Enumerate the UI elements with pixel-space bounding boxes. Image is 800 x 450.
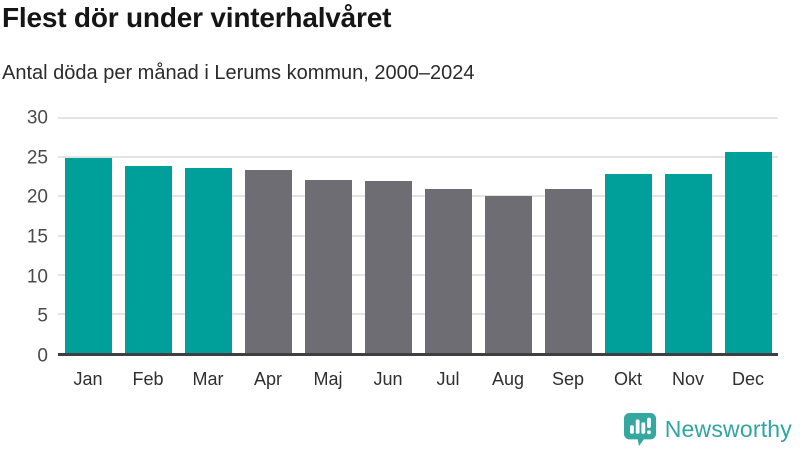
gridline-10: [58, 273, 778, 276]
bar-slot-aug: [478, 118, 538, 353]
bar-sep: [544, 189, 592, 353]
newsworthy-logo: Newsworthy: [623, 412, 792, 446]
x-axis-label-okt: Okt: [613, 369, 642, 389]
gridline-5: [58, 312, 778, 315]
bar-dec: [724, 151, 772, 353]
y-tick-label-20: 20: [26, 186, 48, 208]
x-axis-label-sep: Sep: [551, 369, 585, 389]
bar-apr: [244, 170, 292, 353]
bar-slot-nov: [658, 118, 718, 353]
bar-slot-dec: [718, 118, 778, 353]
gridline-25: [58, 156, 778, 159]
bar-series: [58, 118, 778, 353]
y-tick-label-25: 25: [26, 147, 48, 169]
x-axis-label-nov: Nov: [671, 369, 704, 389]
bar-slot-jun: [358, 118, 418, 353]
bar-slot-sep: [538, 118, 598, 353]
bar-aug: [484, 195, 532, 353]
bar-okt: [604, 173, 652, 353]
newsworthy-logo-text: Newsworthy: [664, 415, 792, 442]
bar-slot-mar: [178, 118, 238, 353]
x-axis-label-dec: Dec: [731, 369, 764, 389]
x-axis-label-apr: Apr: [253, 369, 282, 389]
y-tick-label-5: 5: [37, 305, 48, 327]
x-axis-label-jun: Jun: [373, 369, 403, 389]
gridline-20: [58, 195, 778, 198]
newsworthy-bubble-chart-icon: [623, 412, 656, 446]
bar-feb: [124, 165, 172, 353]
gridline-30: [58, 117, 778, 119]
bar-slot-maj: [298, 118, 358, 353]
x-axis-label-mar: Mar: [192, 369, 224, 389]
bar-jun: [364, 181, 412, 353]
bar-slot-jul: [418, 118, 478, 353]
plot-area: [58, 117, 778, 356]
bar-jul: [424, 188, 472, 353]
chart-subtitle: Antal döda per månad i Lerums kommun, 20…: [2, 62, 475, 84]
y-tick-label-15: 15: [26, 226, 48, 248]
bar-jan: [64, 157, 112, 353]
bar-slot-feb: [118, 118, 178, 353]
bar-slot-jan: [58, 118, 118, 353]
page-title: Flest dör under vinterhalvåret: [2, 2, 392, 33]
y-axis: 0 5 10 15 20 25 30: [0, 109, 48, 366]
bar-mar: [184, 168, 232, 353]
x-axis-label-aug: Aug: [491, 369, 525, 389]
gridline-15: [58, 234, 778, 237]
bar-nov: [664, 173, 712, 353]
bar-slot-okt: [598, 118, 658, 353]
x-axis-label-feb: Feb: [132, 369, 164, 389]
bar-slot-apr: [238, 118, 298, 353]
x-axis-label-maj: Maj: [313, 369, 343, 389]
y-tick-label-0: 0: [37, 345, 48, 367]
y-tick-label-10: 10: [26, 266, 48, 288]
x-axis-label-jan: Jan: [73, 369, 103, 389]
y-tick-label-30: 30: [26, 107, 48, 129]
x-axis-label-jul: Jul: [436, 369, 460, 389]
bar-maj: [304, 179, 352, 353]
x-axis: Jan Feb Mar Apr Maj Jun Jul Aug Sep Okt Nov Dec: [58, 369, 778, 390]
